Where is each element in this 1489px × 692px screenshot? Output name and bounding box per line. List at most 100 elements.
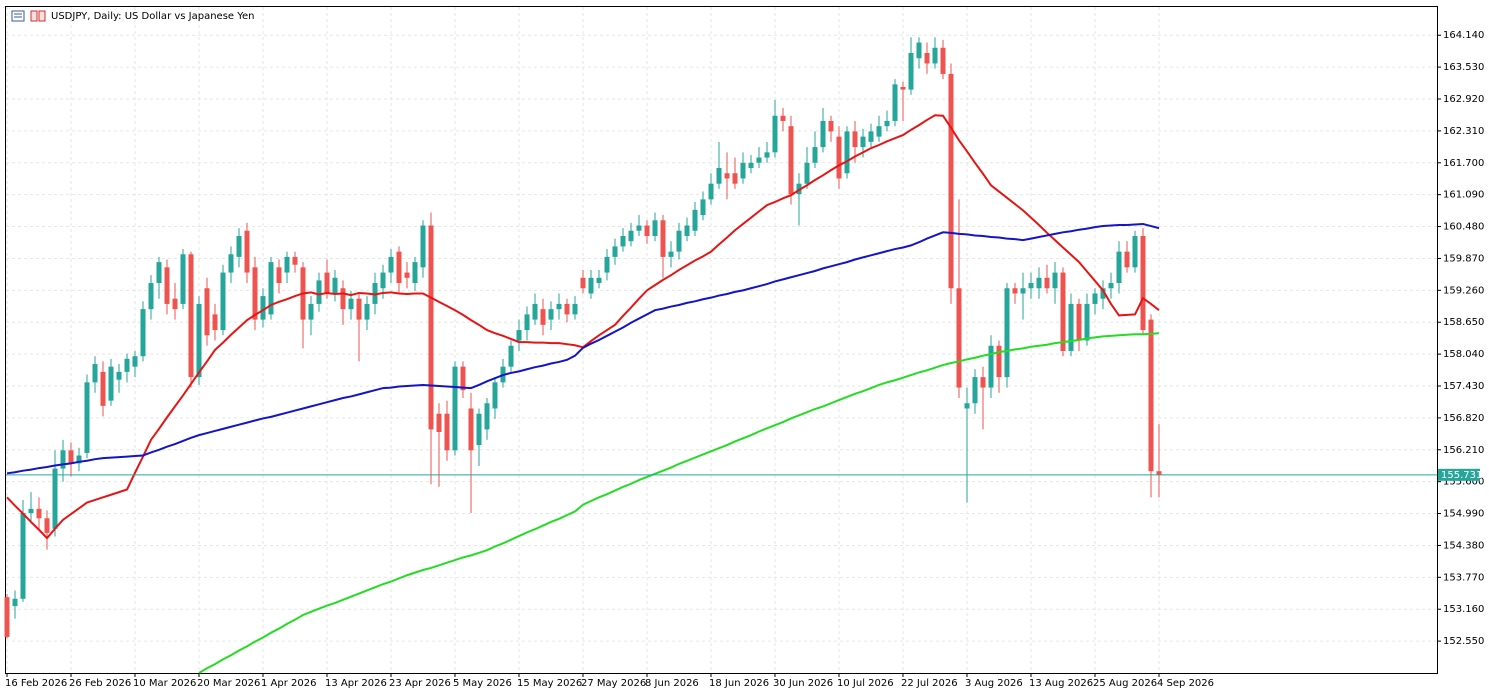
chart-title: USDJPY, Daily: US Dollar vs Japanese Yen (51, 11, 255, 22)
candle-body (1100, 288, 1106, 299)
candle-body (676, 230, 682, 252)
y-tick-label: 153.160 (1443, 604, 1484, 615)
candle-body (1052, 272, 1058, 289)
candle-body (44, 518, 50, 533)
candle-body (476, 413, 482, 446)
candle-body (604, 256, 610, 273)
candle-body (196, 303, 202, 378)
x-tick-label: 4 Sep 2026 (1157, 678, 1214, 689)
y-tick-label: 163.530 (1443, 62, 1484, 73)
moving-average-line (198, 332, 1160, 674)
candle-body (372, 283, 378, 304)
candle-body (668, 251, 674, 257)
candle-body (84, 382, 90, 453)
candle-body (556, 303, 562, 310)
candle-body (180, 254, 186, 304)
candle-body (1036, 277, 1042, 289)
candle-body (188, 254, 194, 378)
y-tick-label: 158.650 (1443, 317, 1484, 328)
y-tick-label: 156.210 (1443, 445, 1484, 456)
candle-body (316, 280, 322, 304)
candle-body (972, 377, 978, 404)
candle-body (724, 173, 730, 179)
y-tick-label: 159.260 (1443, 285, 1484, 296)
y-tick-label: 159.870 (1443, 253, 1484, 264)
x-tick-label: 26 Feb 2026 (69, 678, 131, 689)
candle-body (748, 162, 754, 169)
x-tick-label: 13 Apr 2026 (325, 678, 387, 689)
x-tick-label: 20 Mar 2026 (197, 678, 260, 689)
candle-body (932, 47, 938, 64)
candle-body (108, 366, 114, 401)
candle-body (988, 345, 994, 388)
y-tick-label: 158.040 (1443, 349, 1484, 360)
candle-body (252, 267, 258, 320)
candle-body (860, 136, 866, 148)
symbol-icon (30, 10, 38, 22)
candle-body (308, 303, 314, 320)
candle-body (628, 230, 634, 242)
grid (6, 7, 1437, 673)
candle-body (1060, 272, 1066, 351)
candle-body (12, 598, 18, 607)
candle-body (468, 408, 474, 451)
last-price-box (1438, 468, 1480, 481)
candle-body (292, 256, 298, 265)
candle-body (124, 358, 130, 372)
candle-body (204, 288, 210, 336)
candle-body (652, 220, 658, 236)
candle-body (716, 168, 722, 184)
x-tick-label: 10 Mar 2026 (133, 678, 196, 689)
candle-body (220, 272, 226, 331)
candle-body (412, 262, 418, 284)
candle-body (1156, 471, 1162, 475)
x-tick-label: 8 Jun 2026 (645, 678, 699, 689)
x-tick-label: 30 Jun 2026 (773, 678, 833, 689)
candle-body (1012, 288, 1018, 294)
candle-body (68, 450, 74, 464)
candle-body (140, 309, 146, 357)
candle-body (836, 136, 842, 179)
candle-body (380, 272, 386, 289)
moving-average-line (6, 222, 1160, 475)
candle-body (548, 309, 554, 320)
candle-body (228, 254, 234, 273)
candle-body (1004, 288, 1010, 378)
y-tick-label: 164.140 (1443, 30, 1484, 41)
candle-body (1044, 277, 1050, 289)
menu-icon[interactable] (11, 10, 25, 22)
y-tick-label: 154.990 (1443, 509, 1484, 520)
candle-body (268, 262, 274, 315)
candle-body (1124, 251, 1130, 268)
candle-body (540, 309, 546, 325)
y-tick-label: 162.920 (1443, 94, 1484, 105)
candle-body (340, 288, 346, 310)
candle-body (756, 157, 762, 163)
candle-body (36, 508, 42, 519)
candle-body (388, 256, 394, 273)
candle-body (732, 173, 738, 184)
x-tick-label: 15 May 2026 (517, 678, 582, 689)
candle-body (588, 277, 594, 294)
candle-body (148, 283, 154, 310)
candle-body (772, 115, 778, 153)
candle-body (636, 225, 642, 231)
y-tick-label: 161.090 (1443, 190, 1484, 201)
candle-body (396, 251, 402, 284)
candle-body (924, 53, 930, 64)
candle-body (364, 303, 370, 320)
x-tick-label: 22 Jul 2026 (901, 678, 958, 689)
x-tick-label: 25 Aug 2026 (1093, 678, 1157, 689)
candle-body (244, 230, 250, 273)
x-tick-label: 3 Aug 2026 (965, 678, 1023, 689)
candle-body (348, 298, 354, 310)
candle-body (20, 513, 26, 599)
candle-body (564, 303, 570, 315)
candle-body (132, 356, 138, 367)
candle-body (644, 225, 650, 236)
candle-body (844, 131, 850, 174)
candle-body (436, 413, 442, 433)
candle-body (460, 366, 466, 391)
candle-body (964, 403, 970, 409)
candle-body (828, 120, 834, 132)
